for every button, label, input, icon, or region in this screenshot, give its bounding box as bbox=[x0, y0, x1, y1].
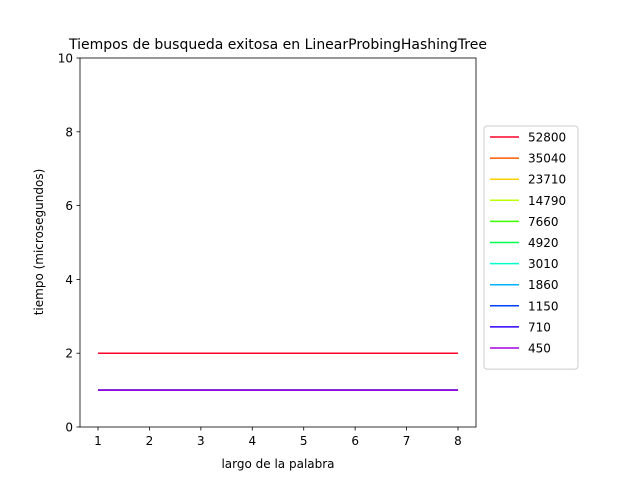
legend-label-710: 710 bbox=[528, 320, 551, 334]
chart-title: Tiempos de busqueda exitosa en LinearPro… bbox=[68, 37, 487, 53]
x-tick-label: 2 bbox=[146, 434, 154, 448]
y-tick-label: 0 bbox=[65, 421, 73, 435]
legend-label-23710: 23710 bbox=[528, 173, 566, 187]
legend-label-35040: 35040 bbox=[528, 152, 566, 166]
y-tick-label: 10 bbox=[58, 52, 73, 66]
x-tick-label: 1 bbox=[94, 434, 102, 448]
x-tick-label: 8 bbox=[454, 434, 462, 448]
x-tick-label: 6 bbox=[351, 434, 359, 448]
legend-label-1860: 1860 bbox=[528, 278, 559, 292]
x-tick-label: 4 bbox=[248, 434, 256, 448]
series-layer bbox=[98, 352, 458, 391]
legend-label-4920: 4920 bbox=[528, 236, 559, 250]
legend-label-450: 450 bbox=[528, 342, 551, 356]
axes-layer: 1 2 3 4 5 6 7 8 0 2 4 6 8 10 bbox=[58, 52, 477, 448]
legend-label-1150: 1150 bbox=[528, 299, 559, 313]
y-tick-label: 8 bbox=[65, 125, 73, 139]
legend-label-7660: 7660 bbox=[528, 215, 559, 229]
plot-frame bbox=[79, 57, 477, 428]
y-tick-label: 6 bbox=[65, 199, 73, 213]
legend-label-52800: 52800 bbox=[528, 131, 566, 145]
legend-label-14790: 14790 bbox=[528, 194, 566, 208]
x-tick-label: 3 bbox=[197, 434, 205, 448]
y-tick-label: 4 bbox=[65, 273, 73, 287]
legend: 52800 35040 23710 14790 7660 4920 3010 1860 1150… bbox=[483, 125, 579, 370]
x-axis-label: largo de la palabra bbox=[221, 457, 334, 471]
y-axis-label: tiempo (microsegundos) bbox=[32, 169, 46, 316]
legend-label-3010: 3010 bbox=[528, 257, 559, 271]
y-tick-label: 2 bbox=[65, 347, 73, 361]
x-tick-label: 7 bbox=[403, 434, 411, 448]
x-tick-label: 5 bbox=[300, 434, 308, 448]
legend-box bbox=[483, 125, 579, 370]
